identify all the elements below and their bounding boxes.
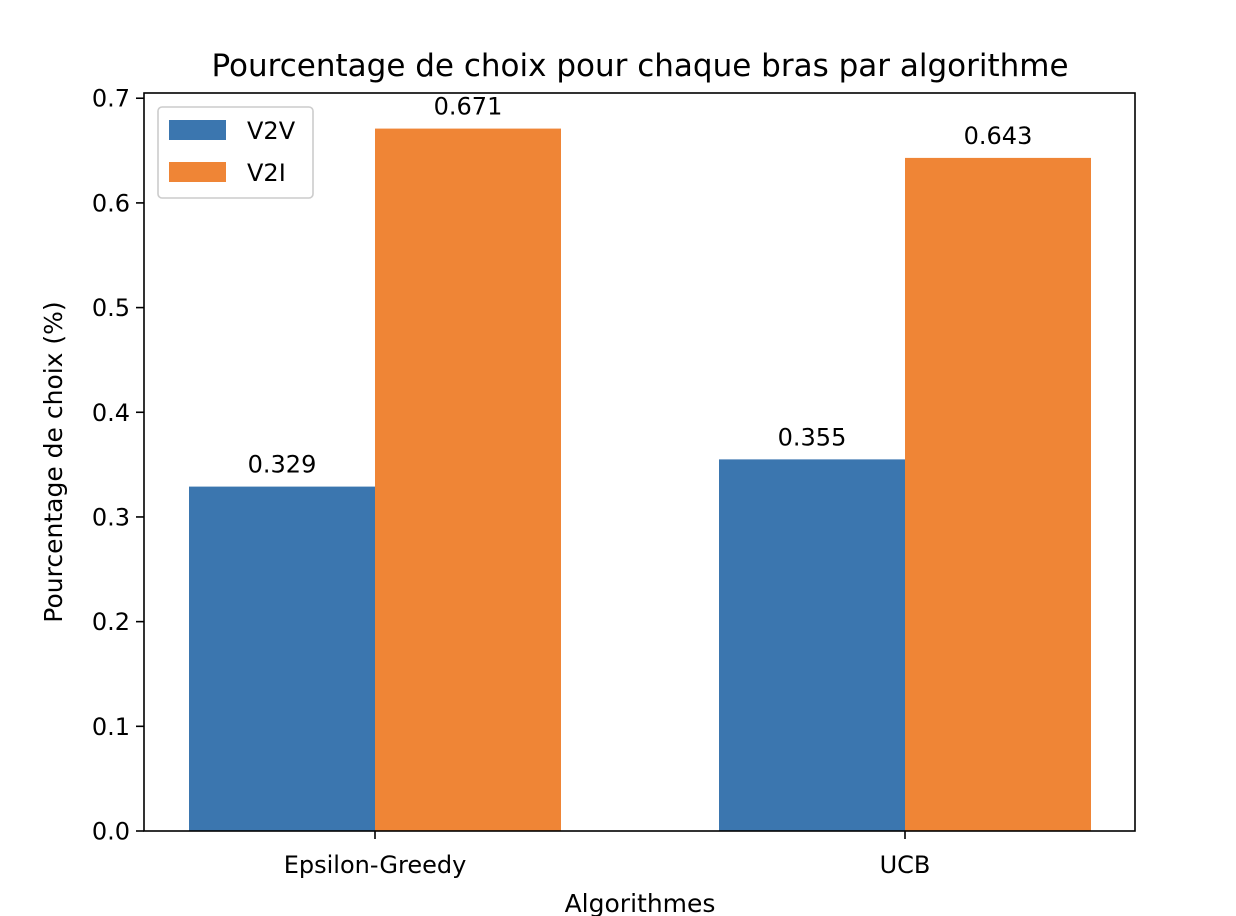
x-tick-label: UCB: [880, 851, 931, 879]
legend-swatch-v2v: [169, 120, 226, 140]
y-tick-label: 0.0: [92, 818, 130, 846]
y-tick-label: 0.4: [92, 399, 130, 427]
y-tick-label: 0.1: [92, 713, 130, 741]
bar-value-label: 0.643: [964, 122, 1033, 150]
legend-label-v2i: V2I: [247, 159, 286, 187]
bar-v2i-1: [905, 157, 1091, 831]
y-tick-label: 0.6: [92, 189, 130, 217]
legend-label-v2v: V2V: [247, 117, 296, 145]
y-tick-label: 0.7: [92, 85, 130, 113]
legend: V2V V2I: [157, 106, 314, 199]
axes: 0.0 0.1 0.2 0.3 0.4 0.5 0.6 0.7 Epsilon-Greedy UC…: [92, 85, 931, 879]
legend-swatch-v2i: [169, 162, 226, 182]
bar-v2v-1: [719, 459, 905, 831]
chart-title: Pourcentage de choix pour chaque bras pa…: [211, 48, 1068, 84]
plot-area: 0.329 0.355 0.671 0.643: [189, 93, 1091, 832]
bar-value-label: 0.671: [434, 93, 503, 121]
bar-v2v-0: [189, 486, 375, 831]
y-tick-label: 0.5: [92, 294, 130, 322]
y-tick-label: 0.2: [92, 608, 130, 636]
x-axis-label: Algorithmes: [565, 889, 716, 916]
y-tick-label: 0.3: [92, 503, 130, 531]
y-axis-label: Pourcentage de choix (%): [39, 301, 68, 622]
bar-value-label: 0.329: [248, 451, 317, 479]
x-tick-label: Epsilon-Greedy: [284, 851, 467, 879]
bar-v2i-0: [375, 128, 561, 832]
plot-frame: [143, 92, 1136, 832]
bar-value-label: 0.355: [778, 423, 847, 451]
